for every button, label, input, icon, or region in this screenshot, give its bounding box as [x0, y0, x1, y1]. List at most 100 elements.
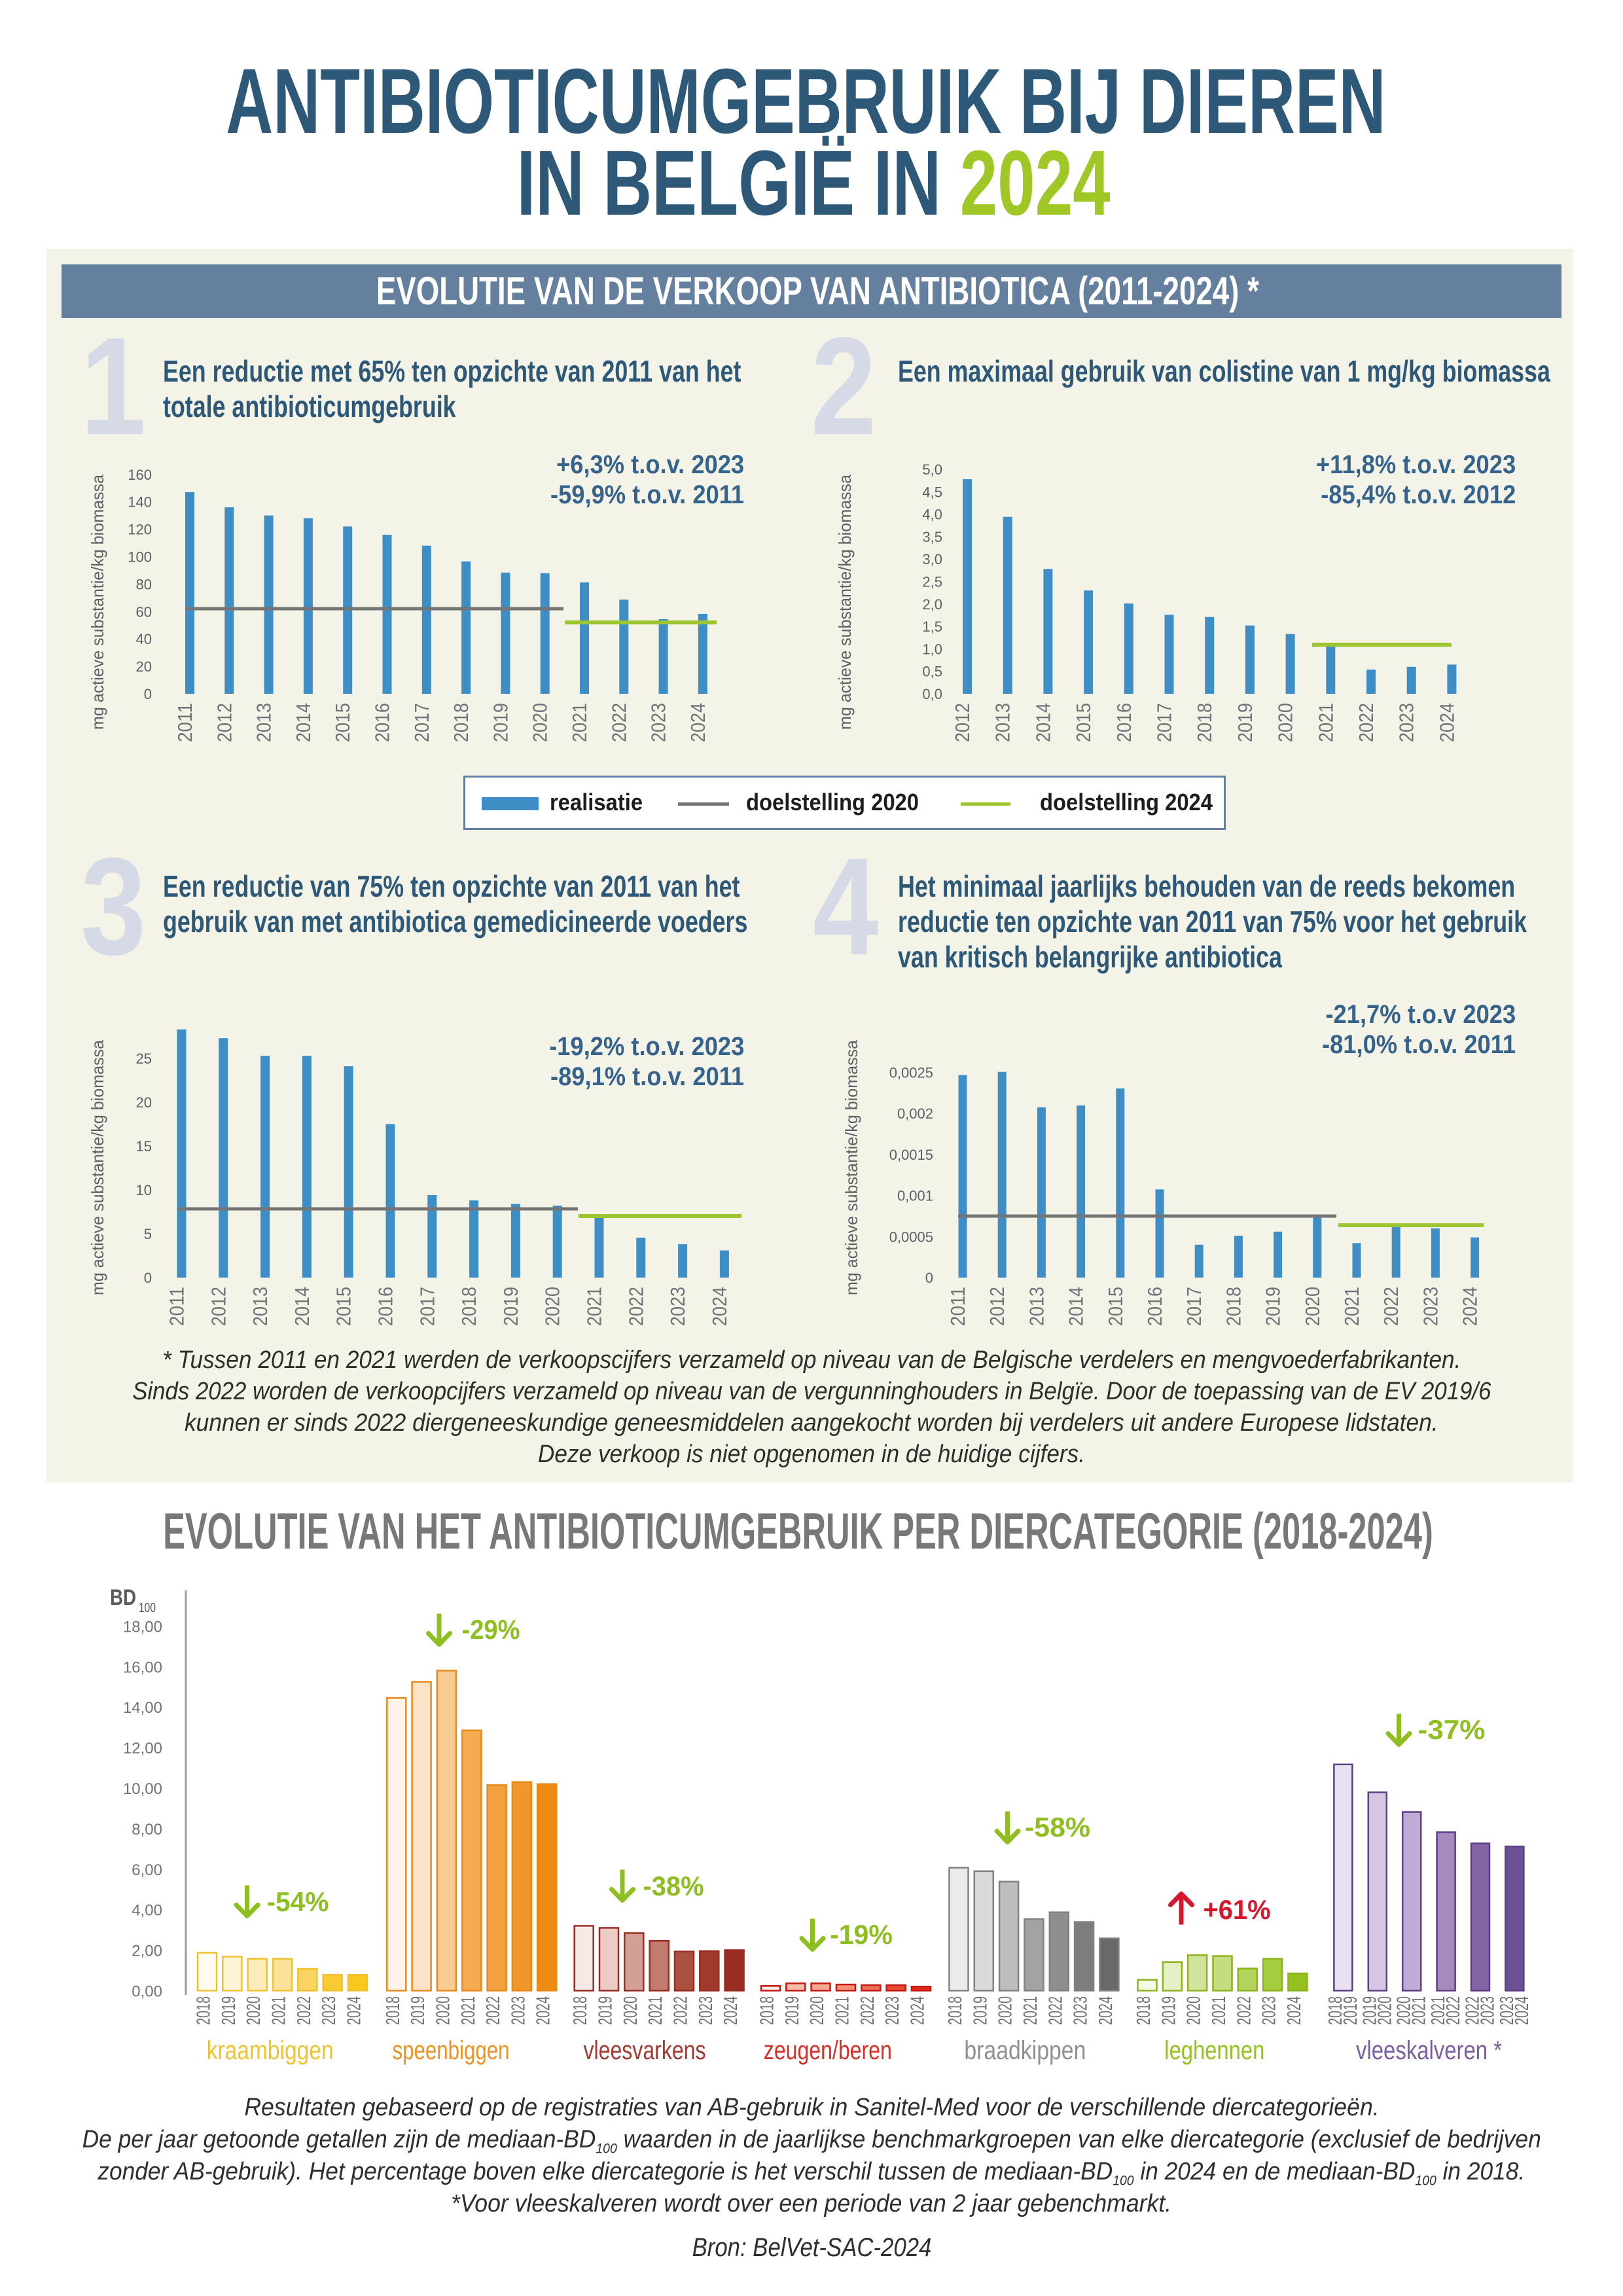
svg-text:speenbiggen: speenbiggen	[393, 2036, 510, 2065]
svg-text:2024: 2024	[1284, 1996, 1305, 2025]
svg-text:2019: 2019	[1359, 1996, 1380, 2025]
svg-text:20: 20	[136, 658, 152, 675]
svg-text:2019: 2019	[408, 1996, 429, 2025]
svg-text:2021: 2021	[1428, 1996, 1449, 2025]
svg-text:braadkippen: braadkippen	[964, 2036, 1086, 2065]
svg-text:2011: 2011	[946, 1287, 969, 1326]
svg-text:2018: 2018	[1133, 1996, 1154, 2025]
svg-text:16,00: 16,00	[123, 1659, 162, 1676]
svg-text:2020: 2020	[1301, 1287, 1324, 1326]
svg-text:2012: 2012	[213, 703, 236, 742]
svg-text:5,0: 5,0	[922, 461, 942, 478]
svg-text:2017: 2017	[1153, 703, 1176, 742]
svg-text:2021: 2021	[1409, 1996, 1430, 2025]
svg-text:2023: 2023	[1478, 1996, 1499, 2025]
svg-text:2018: 2018	[457, 1287, 480, 1326]
svg-text:2018: 2018	[1222, 1287, 1245, 1326]
svg-text:160: 160	[128, 467, 152, 483]
svg-text:2024: 2024	[708, 1287, 731, 1326]
svg-text:3,0: 3,0	[922, 551, 942, 567]
svg-text:4,0: 4,0	[922, 507, 942, 523]
svg-text:2024: 2024	[907, 1996, 928, 2025]
svg-text:2021: 2021	[458, 1996, 479, 2025]
svg-text:2,00: 2,00	[132, 1943, 162, 1960]
svg-text:2019: 2019	[489, 703, 512, 742]
svg-text:2020: 2020	[1394, 1996, 1415, 2025]
svg-text:2015: 2015	[331, 703, 354, 742]
svg-text:4,5: 4,5	[922, 484, 942, 500]
svg-text:2022: 2022	[671, 1996, 692, 2025]
svg-text:2020: 2020	[807, 1996, 828, 2025]
svg-text:2020: 2020	[620, 1996, 641, 2025]
svg-text:2017: 2017	[416, 1287, 438, 1326]
svg-text:2014: 2014	[292, 703, 315, 742]
svg-text:2024: 2024	[1512, 1996, 1533, 2025]
svg-text:2020: 2020	[541, 1287, 564, 1326]
svg-text:mg actieve substantie/kg bioma: mg actieve substantie/kg biomassa	[835, 474, 855, 730]
svg-text:0: 0	[144, 1270, 152, 1286]
svg-text:2013: 2013	[253, 703, 276, 742]
svg-text:2021: 2021	[1340, 1287, 1363, 1326]
svg-text:2022: 2022	[1463, 1996, 1484, 2025]
svg-text:2015: 2015	[1072, 703, 1095, 742]
svg-text:18,00: 18,00	[123, 1619, 162, 1636]
svg-text:2024: 2024	[721, 1996, 741, 2025]
svg-text:2022: 2022	[607, 703, 630, 742]
svg-text:mg actieve substantie/kg bioma: mg actieve substantie/kg biomassa	[88, 1039, 107, 1295]
svg-text:2018: 2018	[945, 1996, 966, 2025]
svg-text:2016: 2016	[1113, 703, 1135, 742]
svg-text:2019: 2019	[782, 1996, 803, 2025]
svg-text:10,00: 10,00	[123, 1780, 162, 1798]
svg-text:2022: 2022	[1045, 1996, 1066, 2025]
svg-text:2022: 2022	[1234, 1996, 1255, 2025]
svg-text:2021: 2021	[1209, 1996, 1230, 2025]
svg-text:2018: 2018	[757, 1996, 778, 2025]
svg-text:2023: 2023	[696, 1996, 717, 2025]
svg-text:2019: 2019	[970, 1996, 991, 2025]
svg-text:10: 10	[136, 1182, 152, 1198]
svg-text:0,001: 0,001	[897, 1188, 933, 1204]
svg-text:2012: 2012	[951, 703, 974, 742]
svg-text:0,5: 0,5	[922, 664, 942, 680]
svg-text:100: 100	[139, 1601, 156, 1615]
svg-text:25: 25	[136, 1050, 152, 1067]
svg-text:2020: 2020	[529, 703, 552, 742]
svg-text:0,0: 0,0	[922, 686, 942, 702]
svg-text:2023: 2023	[1419, 1287, 1442, 1326]
svg-text:2023: 2023	[882, 1996, 903, 2025]
svg-text:0,00: 0,00	[132, 1982, 162, 2000]
svg-text:2017: 2017	[410, 703, 433, 742]
svg-text:2022: 2022	[1380, 1287, 1402, 1326]
svg-text:2023: 2023	[647, 703, 670, 742]
svg-text:2022: 2022	[624, 1287, 647, 1326]
svg-text:1,0: 1,0	[922, 641, 942, 657]
svg-text:2015: 2015	[1104, 1287, 1127, 1326]
svg-text:zeugen/beren: zeugen/beren	[764, 2036, 892, 2065]
svg-text:0,0015: 0,0015	[889, 1147, 933, 1163]
svg-text:-37%: -37%	[1418, 1714, 1486, 1745]
svg-text:kraambiggen: kraambiggen	[207, 2036, 334, 2065]
svg-text:2011: 2011	[173, 703, 196, 742]
svg-text:4,00: 4,00	[132, 1902, 162, 1920]
svg-text:5: 5	[144, 1226, 152, 1242]
svg-text:2022: 2022	[294, 1996, 315, 2025]
svg-text:2023: 2023	[1395, 703, 1418, 742]
svg-text:2016: 2016	[374, 1287, 397, 1326]
svg-text:2023: 2023	[666, 1287, 689, 1326]
svg-text:2020: 2020	[1184, 1996, 1205, 2025]
svg-text:14,00: 14,00	[123, 1699, 162, 1717]
svg-text:2023: 2023	[1259, 1996, 1280, 2025]
svg-text:vleesvarkens: vleesvarkens	[584, 2036, 706, 2065]
svg-text:2022: 2022	[483, 1996, 504, 2025]
svg-text:2023: 2023	[1071, 1996, 1092, 2025]
svg-text:0: 0	[925, 1270, 933, 1286]
svg-text:2015: 2015	[332, 1287, 355, 1326]
svg-text:-38%: -38%	[643, 1871, 704, 1901]
svg-text:2021: 2021	[1020, 1996, 1041, 2025]
svg-text:0: 0	[144, 686, 152, 702]
svg-text:2020: 2020	[243, 1996, 264, 2025]
svg-text:2019: 2019	[1340, 1996, 1361, 2025]
svg-text:40: 40	[136, 631, 152, 647]
svg-text:2012: 2012	[207, 1287, 230, 1326]
svg-text:2019: 2019	[1234, 703, 1257, 742]
